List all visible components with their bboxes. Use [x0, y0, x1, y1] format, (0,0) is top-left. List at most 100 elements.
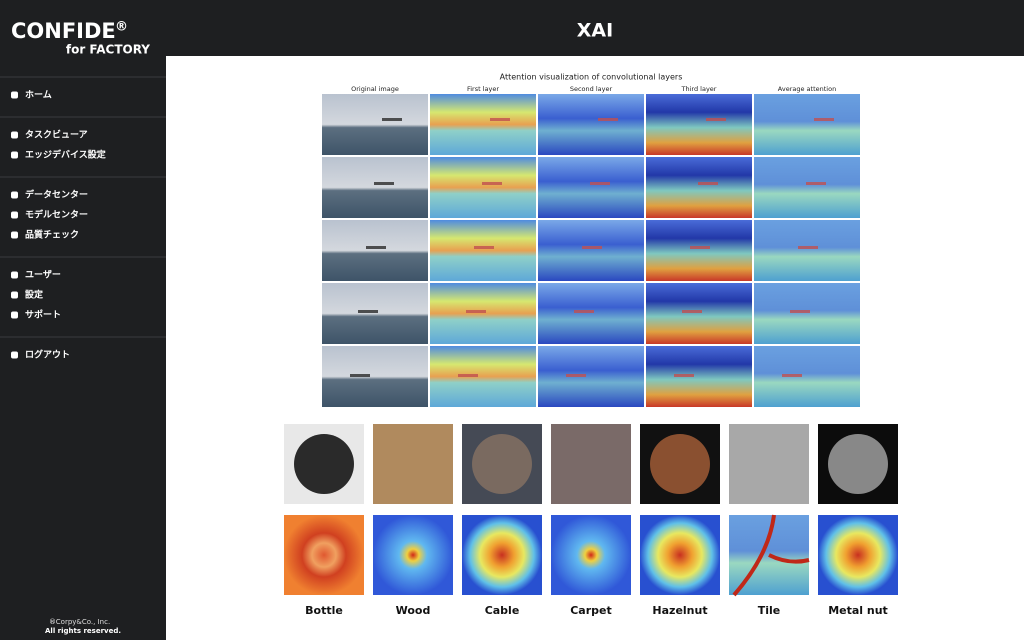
menu-item[interactable]: サポート	[25, 309, 61, 321]
column-header: Original image	[351, 85, 399, 93]
attention-image	[754, 220, 860, 281]
menu-item[interactable]: 設定	[25, 289, 43, 301]
sample-label: Wood	[396, 604, 431, 617]
menu-item[interactable]: タスクビューア	[25, 129, 88, 141]
ship	[698, 182, 718, 185]
attention-image	[646, 94, 752, 155]
sample-image	[551, 424, 631, 504]
ship	[582, 246, 602, 249]
sample-label: Carpet	[570, 604, 612, 617]
menu-icon	[11, 231, 18, 239]
ship	[806, 182, 826, 185]
sample-label: Bottle	[305, 604, 343, 617]
attention-image	[430, 346, 536, 407]
sidebar	[0, 0, 166, 640]
ship	[790, 310, 810, 313]
sample-heatmap	[284, 515, 364, 595]
header-bar	[166, 0, 1024, 56]
ship	[382, 118, 402, 121]
ship	[566, 374, 586, 377]
logo-name: CONFIDE	[11, 19, 116, 43]
ship	[474, 246, 494, 249]
column-header: Third layer	[681, 85, 717, 93]
attention-image	[754, 283, 860, 344]
ship	[466, 310, 486, 313]
menu-item[interactable]: ユーザー	[25, 270, 61, 281]
footer-company: Corpy&Co., Inc.	[56, 618, 110, 626]
ship	[814, 118, 834, 121]
attention-image	[538, 220, 644, 281]
menu-item[interactable]: ログアウト	[25, 349, 70, 361]
attention-image	[538, 157, 644, 218]
attention-image	[646, 346, 752, 407]
menu-item[interactable]: ホーム	[25, 90, 52, 101]
column-header: First layer	[467, 85, 499, 93]
column-header: Second layer	[570, 85, 613, 93]
menu-icon	[11, 291, 18, 299]
ship	[674, 374, 694, 377]
attention-image	[322, 220, 428, 281]
ship	[782, 374, 802, 377]
sample-label: Hazelnut	[652, 604, 707, 617]
column-header: Average attention	[778, 85, 836, 93]
crack	[732, 514, 810, 597]
sample-object	[294, 434, 354, 494]
menu-icon	[11, 151, 18, 159]
attention-image	[322, 346, 428, 407]
ship	[798, 246, 818, 249]
sample-object	[828, 434, 888, 494]
footer-mark: ®	[49, 618, 56, 626]
menu-item[interactable]: モデルセンター	[25, 209, 88, 221]
attention-image	[538, 94, 644, 155]
ship	[490, 118, 510, 121]
attention-image	[754, 346, 860, 407]
ship	[590, 182, 610, 185]
menu-item[interactable]: 品質チェック	[25, 229, 79, 241]
menu-icon	[11, 311, 18, 319]
logo-mark: ®	[115, 20, 128, 35]
ship	[690, 246, 710, 249]
menu-item[interactable]: データセンター	[25, 189, 88, 201]
attention-image	[538, 346, 644, 407]
ship	[482, 182, 502, 185]
footer-rights: All rights reserved.	[45, 627, 121, 635]
figure-title: Attention visualization of convolutional…	[500, 73, 683, 82]
attention-image	[430, 94, 536, 155]
attention-image	[646, 283, 752, 344]
ship	[358, 310, 378, 313]
menu-icon	[11, 271, 18, 279]
attention-image	[322, 157, 428, 218]
ship	[574, 310, 594, 313]
logo-sub: for FACTORY	[66, 43, 150, 57]
sample-image	[729, 424, 809, 504]
sample-object	[650, 434, 710, 494]
ship	[458, 374, 478, 377]
sample-label: Tile	[758, 604, 781, 617]
menu-icon	[11, 131, 18, 139]
attention-image	[430, 283, 536, 344]
ship	[598, 118, 618, 121]
ship	[366, 246, 386, 249]
attention-image	[754, 94, 860, 155]
sample-label: Metal nut	[828, 604, 888, 617]
sample-heatmap	[640, 515, 720, 595]
menu-icon	[11, 191, 18, 199]
attention-image	[646, 157, 752, 218]
menu-icon	[11, 351, 18, 359]
attention-image	[754, 157, 860, 218]
menu-icon	[11, 91, 18, 99]
attention-image	[430, 157, 536, 218]
sample-heatmap	[462, 515, 542, 595]
ship	[682, 310, 702, 313]
attention-image	[538, 283, 644, 344]
attention-image	[322, 94, 428, 155]
sample-heatmap	[373, 515, 453, 595]
menu-item[interactable]: エッジデバイス設定	[25, 149, 106, 161]
sample-image	[373, 424, 453, 504]
sample-heatmap	[818, 515, 898, 595]
attention-image	[646, 220, 752, 281]
attention-image	[430, 220, 536, 281]
ship	[706, 118, 726, 121]
